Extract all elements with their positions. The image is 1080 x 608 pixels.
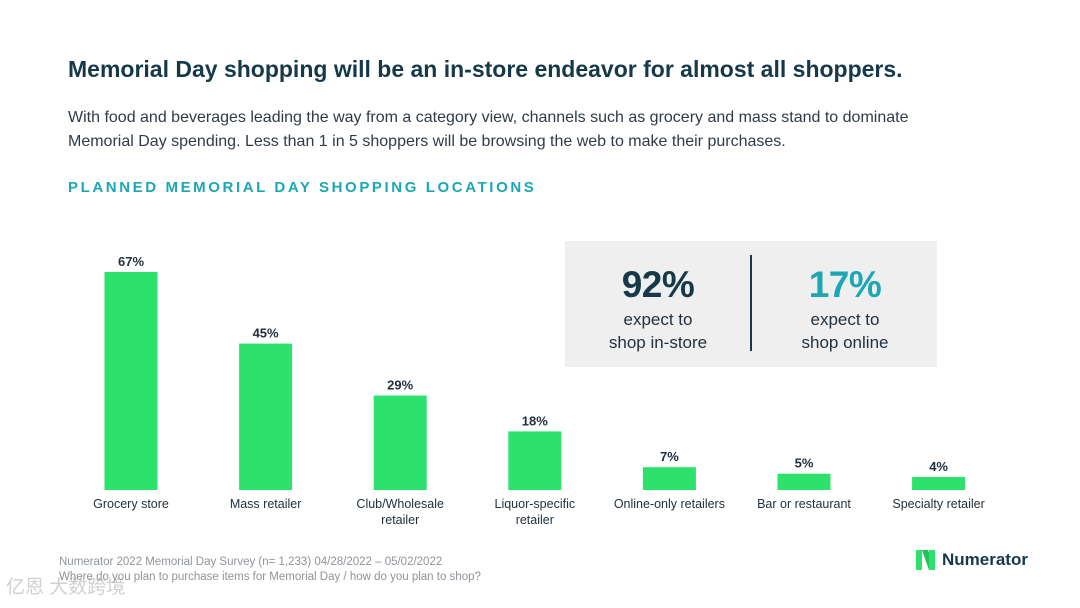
footnote-question: Where do you plan to purchase items for … <box>59 571 481 583</box>
category-label-3-line-2: retailer <box>381 513 419 527</box>
in-store-stat: 92% expect to shop in-store <box>565 263 751 353</box>
page-subtitle: With food and beverages leading the way … <box>68 106 1008 154</box>
bar-2 <box>239 343 293 490</box>
watermark: 亿恩 大数跨境 <box>6 577 126 598</box>
source-footnote: Numerator 2022 Memorial Day Survey (n= 1… <box>59 555 481 585</box>
value-label-6: 5% <box>795 456 814 471</box>
in-store-percent: 92% <box>621 264 695 305</box>
online-caption-line-1: expect to <box>810 310 880 329</box>
logo-text: Numerator <box>942 550 1028 569</box>
chart-title: PLANNED MEMORIAL DAY SHOPPING LOCATIONS <box>68 179 537 196</box>
subtitle-line-2: Memorial Day spending. Less than 1 in 5 … <box>68 133 786 150</box>
category-label-3-line-1: Club/Wholesale <box>356 497 444 511</box>
value-label-5: 7% <box>660 449 679 464</box>
category-label-4-line-1: Liquor-specific <box>495 497 576 511</box>
subtitle-line-1: With food and beverages leading the way … <box>68 109 909 126</box>
callout-box: 92% expect to shop in-store 17% expect t… <box>565 241 937 367</box>
bar-6 <box>777 473 831 490</box>
bar-3 <box>373 395 427 490</box>
numerator-n-icon <box>916 550 935 570</box>
bar-4 <box>508 431 562 490</box>
callout-divider <box>750 255 752 351</box>
category-label-2: Mass retailer <box>230 497 302 511</box>
online-stat: 17% expect to shop online <box>752 263 938 353</box>
in-store-caption-line-1: expect to <box>623 310 693 329</box>
value-label-2: 45% <box>253 326 279 341</box>
numerator-logo: Numerator <box>916 548 1028 572</box>
online-percent: 17% <box>808 264 882 305</box>
value-label-1: 67% <box>118 254 144 269</box>
footnote-source: Numerator 2022 Memorial Day Survey (n= 1… <box>59 556 443 568</box>
in-store-caption-line-2: shop in-store <box>608 333 708 352</box>
category-label-5: Online-only retailers <box>614 497 725 511</box>
value-label-4: 18% <box>522 413 548 428</box>
category-label-7: Specialty retailer <box>892 497 984 511</box>
page-title: Memorial Day shopping will be an in-stor… <box>68 56 903 82</box>
bar-5 <box>642 467 696 490</box>
value-label-3: 29% <box>387 378 413 393</box>
bar-1 <box>104 272 158 490</box>
category-label-1: Grocery store <box>93 497 169 511</box>
category-label-4-line-2: retailer <box>516 513 554 527</box>
bar-7 <box>912 477 966 490</box>
category-label-6: Bar or restaurant <box>757 497 851 511</box>
online-caption-line-2: shop online <box>801 333 889 352</box>
value-label-7: 4% <box>929 459 948 474</box>
